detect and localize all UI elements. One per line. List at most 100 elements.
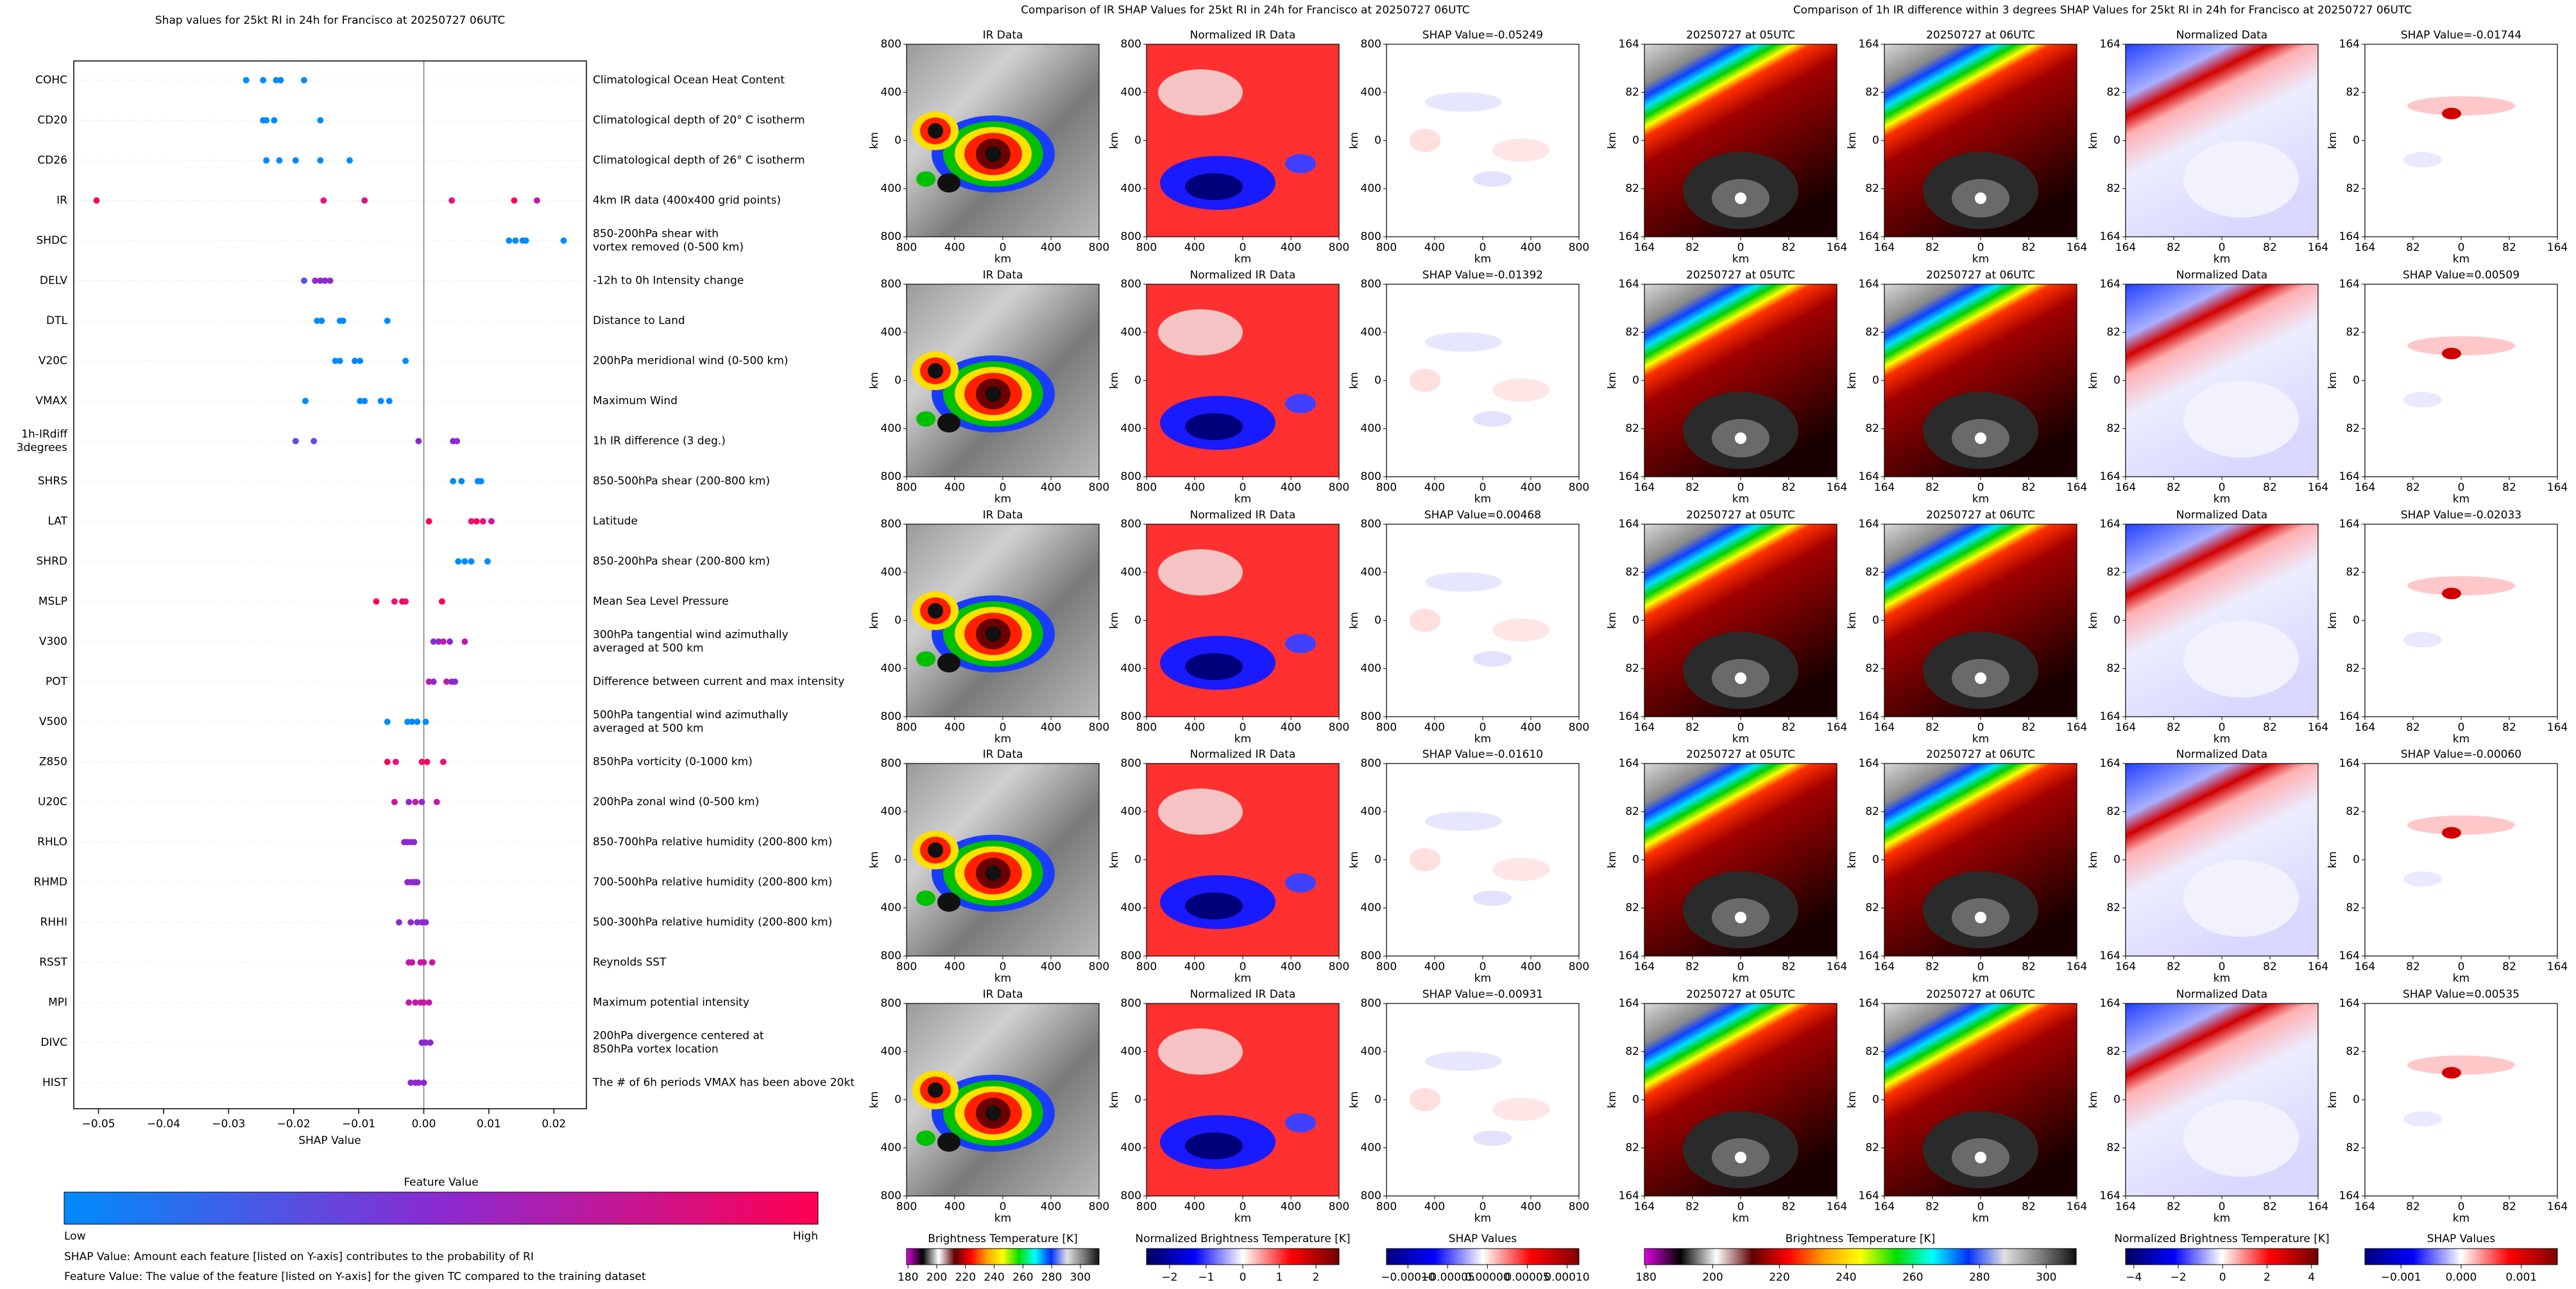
x-axis-label: km: [1234, 1212, 1251, 1225]
x-axis-label: km: [1732, 493, 1749, 506]
colorbar-title: SHAP Values: [1449, 1233, 1517, 1245]
shap-point: [395, 919, 402, 926]
x-tick-label: 800: [1376, 241, 1397, 254]
x-tick-label: 164: [2355, 960, 2375, 973]
image-feature: [1285, 394, 1316, 413]
x-axis-label: km: [1972, 253, 1989, 266]
x-axis-label: km: [2213, 1212, 2230, 1225]
y-axis-label: km: [2326, 372, 2339, 389]
x-tick-label: 400: [944, 241, 965, 254]
image-feature: [937, 653, 960, 672]
y-tick-label: 0: [894, 1093, 901, 1106]
y-tick-label: 0: [1134, 374, 1141, 387]
panel-title: Normalized IR Data: [1190, 988, 1296, 1001]
image-feature: [2403, 632, 2442, 647]
x-tick-label: 82: [1782, 721, 1796, 734]
image-feature: [1735, 672, 1746, 684]
x-tick-label: 400: [1184, 481, 1205, 494]
shap-point: [314, 318, 321, 324]
y-tick-label: 82: [2346, 1045, 2360, 1058]
y-tick-label: 800: [1361, 470, 1381, 483]
x-axis-label: km: [2213, 733, 2230, 746]
image-feature: [937, 892, 960, 912]
feature-description: Climatological depth of 26° C isotherm: [593, 154, 805, 167]
image-feature: [985, 386, 1001, 402]
shap-point: [422, 919, 429, 926]
x-tick-label: 82: [2406, 960, 2420, 973]
y-tick-label: 164: [1619, 997, 1639, 1010]
y-tick-label: 82: [2106, 566, 2120, 579]
feature-label: MSLP: [38, 595, 67, 608]
x-tick-label: 0: [1480, 1200, 1487, 1213]
y-tick-label: 164: [1859, 757, 1879, 770]
colorbar-tick-label: 0.00005: [1505, 1271, 1549, 1284]
y-tick-label: 0: [1134, 134, 1141, 147]
colorbar-tick-label: 0: [2219, 1271, 2226, 1284]
y-axis-label: km: [868, 851, 881, 868]
x-tick-label: 82: [1782, 241, 1796, 254]
image-feature: [1158, 789, 1243, 835]
shap-point: [522, 237, 529, 244]
y-tick-label: 164: [1859, 1190, 1879, 1202]
x-tick-label: 82: [2263, 241, 2277, 254]
shap-point: [422, 1039, 429, 1046]
x-tick-label: 800: [1136, 721, 1157, 734]
shap-point: [422, 719, 429, 725]
plot-frame: [73, 60, 587, 1109]
y-tick-label: 82: [2346, 662, 2360, 675]
y-tick-label: 82: [1625, 901, 1639, 914]
feature-description: 700-500hPa relative humidity (200-800 km…: [593, 876, 832, 889]
x-tick-label: −0.01: [342, 1118, 375, 1131]
shap-point: [418, 799, 425, 805]
y-tick-label: 82: [1865, 662, 1879, 675]
feature-description: -12h to 0h Intensity change: [593, 275, 744, 287]
image-feature: [2183, 620, 2299, 697]
panel-title: Normalized Data: [2176, 748, 2267, 761]
x-tick-label: 0.01: [477, 1118, 501, 1131]
x-tick-label: 164: [2547, 960, 2568, 973]
shap-point: [386, 398, 393, 404]
x-tick-label: 82: [2167, 1200, 2181, 1213]
y-tick-label: 164: [1619, 710, 1639, 723]
panel-title: IR Data: [983, 988, 1023, 1001]
y-tick-label: 800: [1361, 757, 1381, 770]
y-tick-label: 82: [2346, 805, 2360, 818]
y-tick-label: 164: [2339, 757, 2360, 770]
shap-point: [512, 237, 519, 244]
feature-label: COHC: [35, 74, 67, 87]
colorbar-tick-label: −4: [2126, 1271, 2142, 1284]
x-tick-label: 164: [2547, 721, 2568, 734]
y-axis-label: km: [1348, 1091, 1361, 1108]
y-tick-label: 800: [1121, 470, 1141, 483]
shap-point: [318, 318, 325, 324]
y-tick-label: 82: [1865, 566, 1879, 579]
image-feature: [916, 1131, 935, 1146]
x-tick-label: 82: [2263, 1200, 2277, 1213]
feature-description: Mean Sea Level Pressure: [593, 595, 729, 608]
y-axis-label: km: [2326, 851, 2339, 868]
y-tick-label: 0: [1632, 374, 1639, 387]
feature-label: LAT: [47, 515, 67, 528]
x-tick-label: 164: [2115, 960, 2136, 973]
y-tick-label: 0: [1632, 1093, 1639, 1106]
y-tick-label: 0: [1374, 1093, 1381, 1106]
feature-label: SHDC: [36, 234, 67, 247]
y-tick-label: 400: [1361, 805, 1381, 818]
image-feature: [937, 1132, 960, 1152]
shap-point: [273, 77, 280, 83]
x-tick-label: 0.00: [412, 1118, 436, 1131]
y-tick-label: 800: [1361, 710, 1381, 723]
colorbar-tick-label: −0.00005: [1420, 1271, 1475, 1284]
x-tick-label: 164: [2547, 1200, 2568, 1213]
y-tick-label: 800: [1361, 518, 1381, 531]
y-tick-label: 164: [2100, 997, 2120, 1010]
y-tick-label: 400: [1121, 86, 1141, 99]
shap-point: [450, 478, 457, 484]
shap-point: [454, 438, 461, 445]
panel-title: Normalized Data: [2176, 29, 2267, 42]
colorbar-title: Normalized Brightness Temperature [K]: [1135, 1233, 1350, 1245]
x-tick-label: 800: [1569, 1200, 1589, 1213]
y-tick-label: 164: [2100, 710, 2120, 723]
x-tick-label: 800: [1136, 241, 1157, 254]
